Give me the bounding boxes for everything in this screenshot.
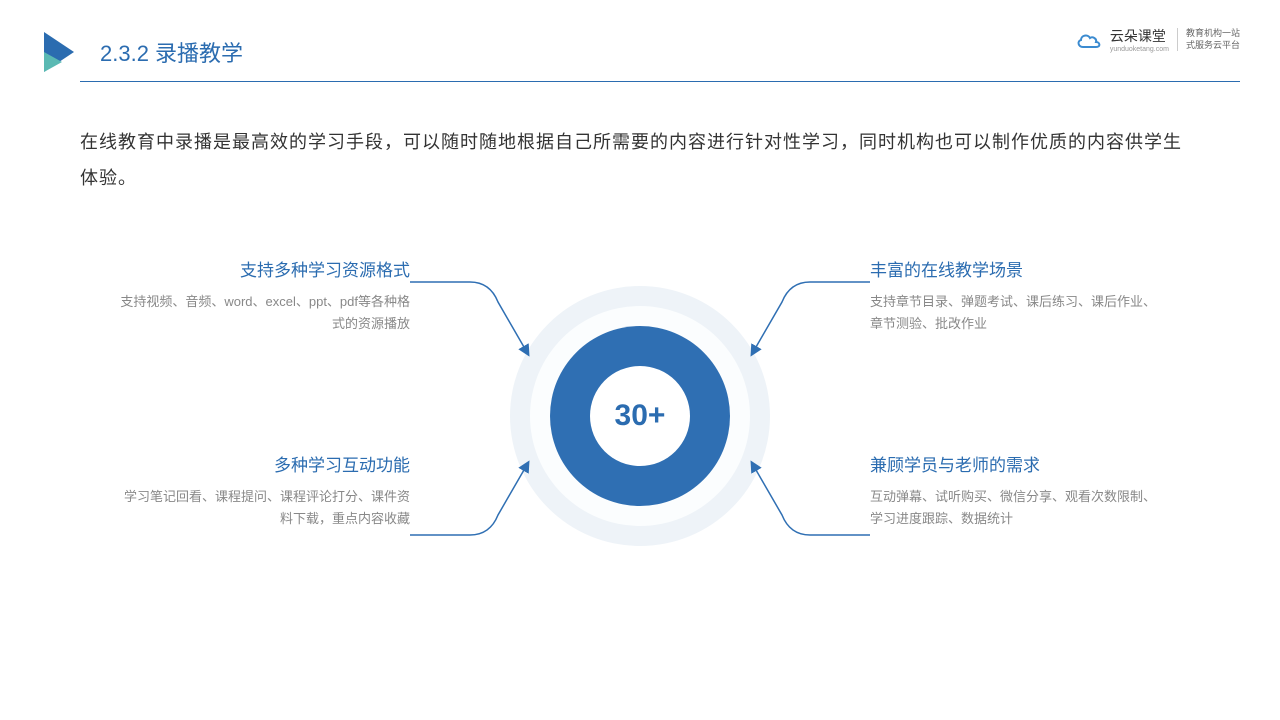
feature-title: 多种学习互动功能 bbox=[120, 451, 410, 476]
feature-desc: 支持视频、音频、word、excel、ppt、pdf等各种格式的资源播放 bbox=[120, 291, 410, 335]
feature-desc: 互动弹幕、试听购买、微信分享、观看次数限制、学习进度跟踪、数据统计 bbox=[870, 486, 1160, 530]
logo-domain: yunduoketang.com bbox=[1110, 46, 1169, 53]
logo-brand: 云朵课堂 bbox=[1110, 26, 1169, 46]
feature-bottom-left: 多种学习互动功能 学习笔记回看、课程提问、课程评论打分、课件资料下载，重点内容收… bbox=[120, 451, 410, 530]
feature-top-left: 支持多种学习资源格式 支持视频、音频、word、excel、ppt、pdf等各种… bbox=[120, 256, 410, 335]
feature-title: 丰富的在线教学场景 bbox=[870, 256, 1160, 281]
feature-title: 兼顾学员与老师的需求 bbox=[870, 451, 1160, 476]
section-number: 2.3.2 bbox=[100, 41, 149, 67]
feature-desc: 支持章节目录、弹题考试、课后练习、课后作业、章节测验、批改作业 bbox=[870, 291, 1160, 335]
feature-desc: 学习笔记回看、课程提问、课程评论打分、课件资料下载，重点内容收藏 bbox=[120, 486, 410, 530]
cloud-icon bbox=[1076, 31, 1102, 49]
section-title: 录播教学 bbox=[155, 36, 243, 68]
header-divider bbox=[80, 81, 1240, 82]
feature-title: 支持多种学习资源格式 bbox=[120, 256, 410, 281]
intro-paragraph: 在线教育中录播是最高效的学习手段，可以随时随地根据自己所需要的内容进行针对性学习… bbox=[0, 74, 1280, 196]
feature-top-right: 丰富的在线教学场景 支持章节目录、弹题考试、课后练习、课后作业、章节测验、批改作… bbox=[870, 256, 1160, 335]
center-value: 30+ bbox=[615, 399, 666, 433]
brand-logo: 云朵课堂 yunduoketang.com 教育机构一站 式服务云平台 bbox=[1076, 26, 1240, 53]
feature-diagram: 30+ 支持多种学习资源格式 支持视频、音频、word、excel、ppt、pd… bbox=[0, 226, 1280, 606]
center-ring: 30+ bbox=[500, 276, 780, 556]
logo-tagline: 教育机构一站 式服务云平台 bbox=[1177, 28, 1240, 51]
header-play-icon bbox=[40, 30, 80, 74]
feature-bottom-right: 兼顾学员与老师的需求 互动弹幕、试听购买、微信分享、观看次数限制、学习进度跟踪、… bbox=[870, 451, 1160, 530]
